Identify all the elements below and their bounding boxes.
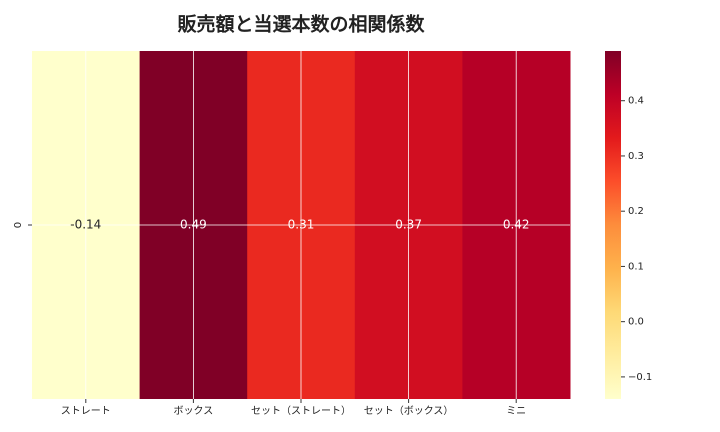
- colorbar-tick-label: 0.1: [628, 261, 644, 272]
- value-label: 0.42: [503, 218, 530, 232]
- value-label: 0.37: [395, 218, 422, 232]
- x-tick-label: ストレート: [61, 406, 111, 417]
- x-tick-label: セット（ボックス）: [364, 405, 454, 417]
- colorbar-tick-label: −0.1: [628, 372, 652, 383]
- value-label: 0.31: [288, 218, 315, 232]
- x-tick-label: セット（ストレート）: [251, 405, 351, 417]
- colorbar-tick-label: 0.2: [628, 206, 644, 217]
- x-tick-label: ミニ: [506, 406, 526, 417]
- value-label: 0.49: [180, 218, 207, 232]
- colorbar-tick-label: 0.4: [628, 96, 644, 107]
- x-tick-label: ボックス: [174, 405, 214, 417]
- chart-title: 販売額と当選本数の相関係数: [177, 13, 425, 36]
- colorbar: [605, 51, 621, 399]
- colorbar-tick-label: 0.0: [628, 317, 644, 328]
- y-tick-label: 0: [13, 222, 24, 228]
- colorbar-tick-label: 0.3: [628, 151, 644, 162]
- value-label: -0.14: [70, 218, 101, 232]
